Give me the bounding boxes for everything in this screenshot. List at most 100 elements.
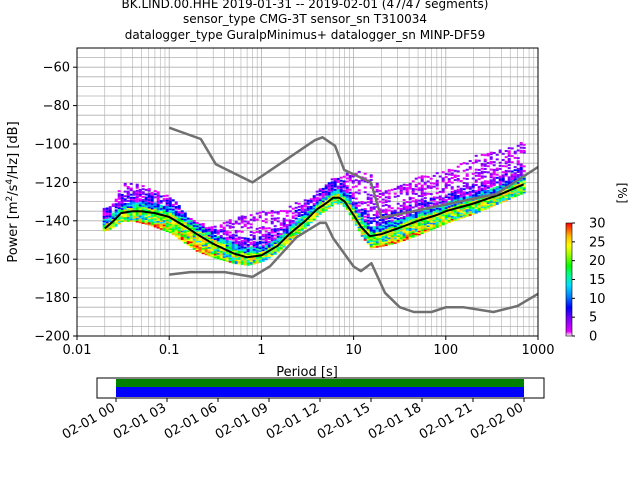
heatmap-cell [132,199,136,202]
heatmap-cell [276,237,280,240]
heatmap-cell [333,199,337,202]
heatmap-cell [147,215,151,218]
heatmap-cell [450,193,454,196]
heatmap-cell [405,214,409,217]
heatmap-cell [267,251,271,254]
heatmap-cell [186,231,190,234]
heatmap-cell [249,249,253,252]
heatmap-cell [282,219,286,222]
heatmap-cell [486,203,490,206]
heatmap-cell [156,222,160,225]
heatmap-cell [384,191,388,194]
heatmap-cell [312,215,316,218]
heatmap-cell [396,211,400,214]
heatmap-cell [273,242,277,245]
heatmap-cell [111,214,115,217]
heatmap-cell [258,251,262,254]
heatmap-cell [318,212,322,215]
heatmap-cell [156,206,160,209]
heatmap-cell [216,240,220,243]
heatmap-cell [237,258,241,261]
heatmap-cell [141,206,145,209]
heatmap-cell [486,152,490,155]
heatmap-cell [420,229,424,232]
heatmap-cell [480,192,484,195]
heatmap-cell [483,207,487,210]
heatmap-cell [360,202,364,205]
heatmap-cell [390,222,394,225]
heatmap-cell [246,245,250,248]
heatmap-cell [387,220,391,223]
heatmap-cell [345,192,349,195]
heatmap-cell [477,178,481,181]
heatmap-cell [210,227,214,230]
heatmap-cell [165,230,169,233]
heatmap-cell [477,208,481,211]
heatmap-cell [351,203,355,206]
heatmap-cell [372,236,376,239]
heatmap-cell [486,186,490,189]
heatmap-cell [219,253,223,256]
heatmap-cell [258,250,262,253]
heatmap-cell [384,228,388,231]
heatmap-cell [240,258,244,261]
heatmap-cell [159,210,163,213]
heatmap-cell [435,187,439,190]
heatmap-cell [369,206,373,209]
heatmap-cell [279,236,283,239]
heatmap-cell [339,196,343,199]
heatmap-cell [240,249,244,252]
heatmap-cell [471,186,475,189]
heatmap-cell [333,191,337,194]
heatmap-cell [168,201,172,204]
heatmap-cell [357,192,361,195]
heatmap-cell [507,194,511,197]
heatmap-cell [150,221,154,224]
heatmap-cell [420,222,424,225]
heatmap-cell [426,205,430,208]
heatmap-cell [414,199,418,202]
heatmap-cell [264,238,268,241]
heatmap-cell [207,251,211,254]
heatmap-cell [195,229,199,232]
heatmap-cell [408,207,412,210]
heatmap-cell [330,192,334,195]
heatmap-cell [291,219,295,222]
heatmap-cell [474,160,478,163]
heatmap-cell [120,209,124,212]
heatmap-cell [162,207,166,210]
heatmap-cell [222,231,226,234]
heatmap-cell [168,228,172,231]
heatmap-cell [246,220,250,223]
heatmap-cell [219,230,223,233]
heatmap-cell [399,221,403,224]
heatmap-cell [510,173,514,176]
heatmap-cell [180,216,184,219]
heatmap-cell [510,184,514,187]
heatmap-cell [294,223,298,226]
heatmap-cell [213,228,217,231]
heatmap-cell [408,218,412,221]
heatmap-cell [375,185,379,188]
heatmap-cell [399,227,403,230]
heatmap-cell [123,198,127,201]
heatmap-cell [495,198,499,201]
heatmap-cell [180,234,184,237]
heatmap-cell [165,222,169,225]
heatmap-cell [363,226,367,229]
heatmap-cell [507,193,511,196]
heatmap-cell [201,246,205,249]
x-tick-label: 1000 [521,343,554,358]
heatmap-cell [351,204,355,207]
heatmap-cell [189,242,193,245]
heatmap-cell [519,188,523,191]
heatmap-cell [258,231,262,234]
heatmap-cell [180,230,184,233]
heatmap-cell [165,219,169,222]
heatmap-cell [360,224,364,227]
heatmap-cell [117,196,121,199]
heatmap-cell [267,253,271,256]
heatmap-cell [432,182,436,185]
heatmap-cell [360,233,364,236]
heatmap-cell [282,225,286,228]
